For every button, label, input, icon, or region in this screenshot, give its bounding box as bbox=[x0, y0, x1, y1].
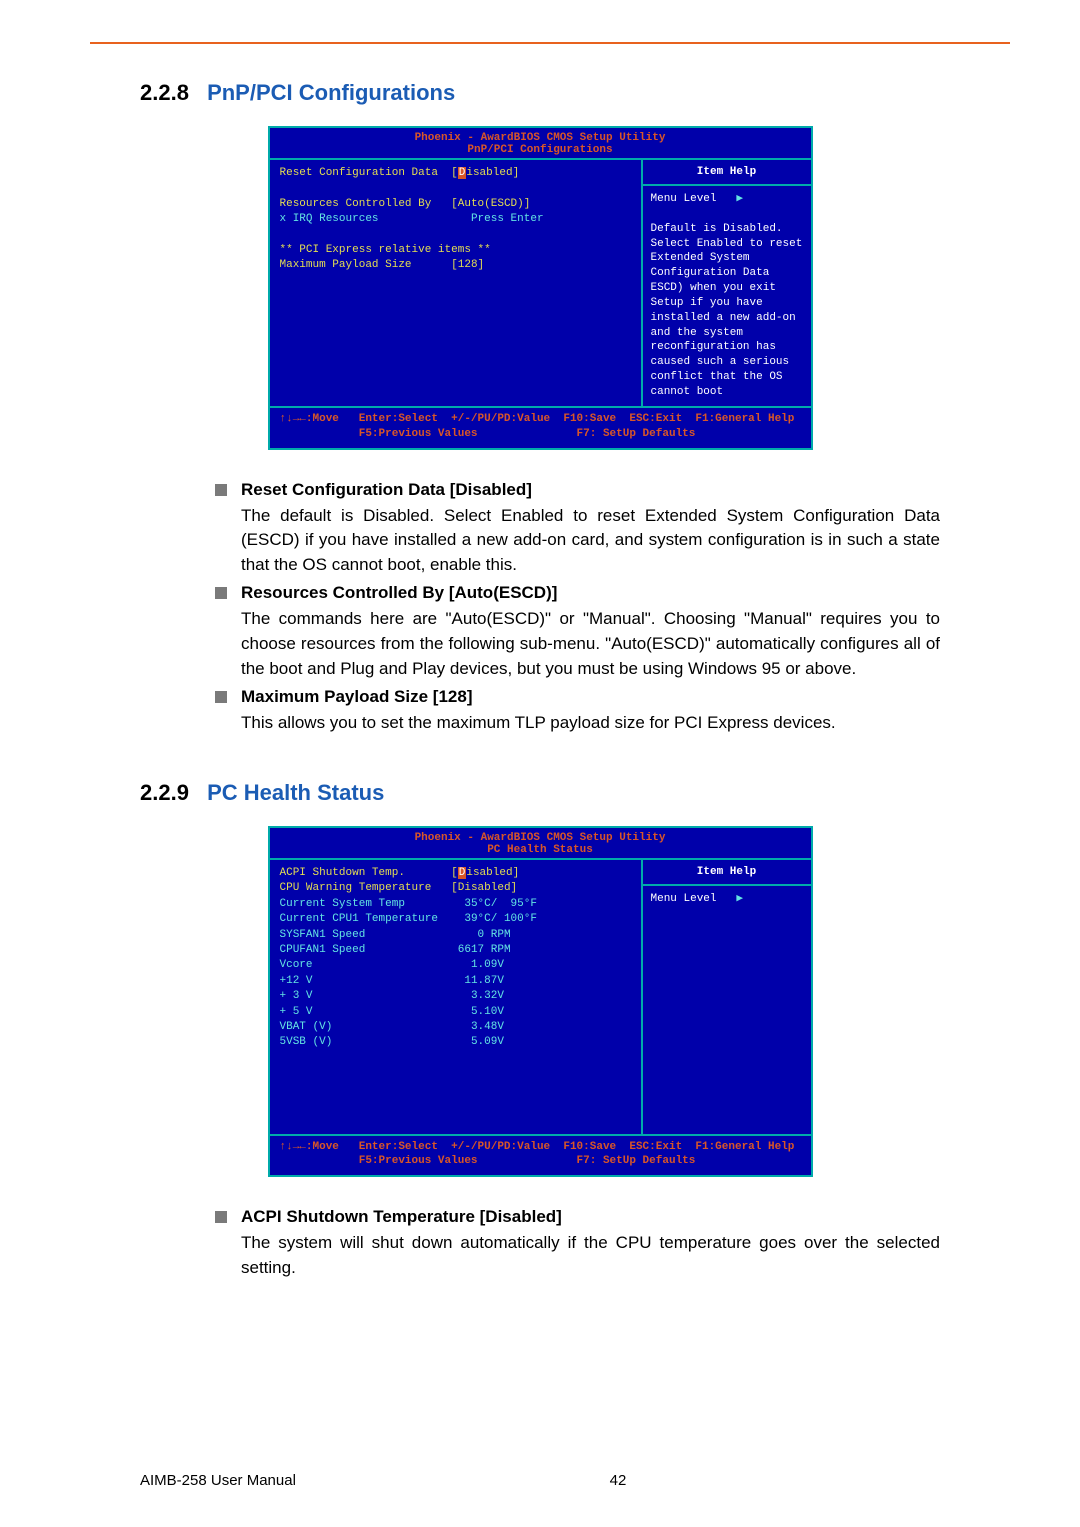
bios-row-label: Maximum Payload Size bbox=[280, 259, 412, 271]
help-text: Default is Disabled. Select Enabled to r… bbox=[651, 223, 803, 398]
square-icon bbox=[215, 587, 227, 599]
bios-right-pane: Item Help Menu Level ▶ bbox=[643, 860, 811, 1134]
bullet-head: Resources Controlled By [Auto(ESCD)] bbox=[215, 583, 940, 603]
bios-footer-line1: ↑↓→←:Move Enter:Select +/-/PU/PD:Value F… bbox=[280, 1141, 795, 1153]
bios-left-pane: ACPI Shutdown Temp. [Disabled] CPU Warni… bbox=[270, 860, 643, 1134]
bios-header-line2: PnP/PCI Configurations bbox=[270, 144, 811, 156]
page-footer: AIMB-258 User Manual 42 bbox=[140, 1472, 940, 1489]
bios-item-help-head: Item Help bbox=[643, 860, 811, 886]
bios-subheader: ** PCI Express relative items ** bbox=[280, 244, 491, 256]
bios-row-label: Resources Controlled By bbox=[280, 198, 432, 210]
bullet-head-text: Resources Controlled By [Auto(ESCD)] bbox=[241, 583, 557, 602]
bios-item-help-body: Menu Level ▶ bbox=[643, 886, 811, 1083]
bios-value-rest: isabled bbox=[466, 167, 512, 179]
bios-item-help-head: Item Help bbox=[643, 160, 811, 186]
menu-level-label: Menu Level bbox=[651, 893, 717, 905]
bios-footer-line2: F5:Previous Values F7: SetUp Defaults bbox=[280, 428, 696, 440]
manual-name: AIMB-258 User Manual bbox=[140, 1472, 296, 1489]
bullet-body: The commands here are "Auto(ESCD)" or "M… bbox=[241, 607, 940, 681]
arrow-icon: ▶ bbox=[736, 193, 743, 205]
bullet-item: Reset Configuration Data [Disabled] The … bbox=[215, 480, 940, 578]
bullet-body: This allows you to set the maximum TLP p… bbox=[241, 711, 940, 736]
square-icon bbox=[215, 484, 227, 496]
section-number: 2.2.8 bbox=[140, 80, 189, 105]
square-icon bbox=[215, 1211, 227, 1223]
section-title: PC Health Status bbox=[207, 780, 384, 805]
bios-header: Phoenix - AwardBIOS CMOS Setup Utility P… bbox=[270, 828, 811, 860]
bullet-item: Maximum Payload Size [128] This allows y… bbox=[215, 687, 940, 736]
section-heading-229: 2.2.9 PC Health Status bbox=[140, 780, 940, 806]
bios-row-label: x IRQ Resources bbox=[280, 213, 379, 225]
bullet-head: Maximum Payload Size [128] bbox=[215, 687, 940, 707]
bullet-body: The default is Disabled. Select Enabled … bbox=[241, 504, 940, 578]
bios-screenshot-228: Phoenix - AwardBIOS CMOS Setup Utility P… bbox=[268, 126, 813, 450]
bullets-229: ACPI Shutdown Temperature [Disabled] The… bbox=[215, 1207, 940, 1280]
section-title: PnP/PCI Configurations bbox=[207, 80, 455, 105]
bios-row-value: [Auto(ESCD)] bbox=[451, 198, 530, 210]
bullet-head-text: ACPI Shutdown Temperature [Disabled] bbox=[241, 1207, 562, 1226]
bracket: [ bbox=[451, 167, 458, 179]
bullet-head-text: Reset Configuration Data [Disabled] bbox=[241, 480, 532, 499]
bios-row-value: [128] bbox=[451, 259, 484, 271]
bios-header-line2: PC Health Status bbox=[270, 844, 811, 856]
bios-footer-line1: ↑↓→←:Move Enter:Select +/-/PU/PD:Value F… bbox=[280, 413, 795, 425]
bios-header: Phoenix - AwardBIOS CMOS Setup Utility P… bbox=[270, 128, 811, 160]
bios-header-line1: Phoenix - AwardBIOS CMOS Setup Utility bbox=[270, 832, 811, 844]
bios-footer: ↑↓→←:Move Enter:Select +/-/PU/PD:Value F… bbox=[270, 1134, 811, 1176]
bios-footer-line2: F5:Previous Values F7: SetUp Defaults bbox=[280, 1155, 696, 1167]
bios-screenshot-229: Phoenix - AwardBIOS CMOS Setup Utility P… bbox=[268, 826, 813, 1177]
bios-footer: ↑↓→←:Move Enter:Select +/-/PU/PD:Value F… bbox=[270, 406, 811, 448]
square-icon bbox=[215, 691, 227, 703]
arrow-icon: ▶ bbox=[736, 893, 743, 905]
section-number: 2.2.9 bbox=[140, 780, 189, 805]
menu-level-label: Menu Level bbox=[651, 193, 717, 205]
page-content: 2.2.8 PnP/PCI Configurations Phoenix - A… bbox=[140, 80, 940, 1287]
bios-item-help-body: Menu Level ▶ Default is Disabled. Select… bbox=[643, 186, 811, 406]
bullet-item: ACPI Shutdown Temperature [Disabled] The… bbox=[215, 1207, 940, 1280]
bullet-head-text: Maximum Payload Size [128] bbox=[241, 687, 472, 706]
top-rule bbox=[90, 42, 1010, 44]
bullet-body: The system will shut down automatically … bbox=[241, 1231, 940, 1280]
bios-right-pane: Item Help Menu Level ▶ Default is Disabl… bbox=[643, 160, 811, 406]
bios-row-label: Reset Configuration Data bbox=[280, 167, 438, 179]
section-heading-228: 2.2.8 PnP/PCI Configurations bbox=[140, 80, 940, 106]
bios-row-value: Press Enter bbox=[471, 213, 544, 225]
bullet-item: Resources Controlled By [Auto(ESCD)] The… bbox=[215, 583, 940, 681]
bios-header-line1: Phoenix - AwardBIOS CMOS Setup Utility bbox=[270, 132, 811, 144]
bios-left-pane: Reset Configuration Data [Disabled] Reso… bbox=[270, 160, 643, 406]
bracket: ] bbox=[513, 167, 520, 179]
bullet-head: Reset Configuration Data [Disabled] bbox=[215, 480, 940, 500]
bullet-head: ACPI Shutdown Temperature [Disabled] bbox=[215, 1207, 940, 1227]
bullets-228: Reset Configuration Data [Disabled] The … bbox=[215, 480, 940, 736]
